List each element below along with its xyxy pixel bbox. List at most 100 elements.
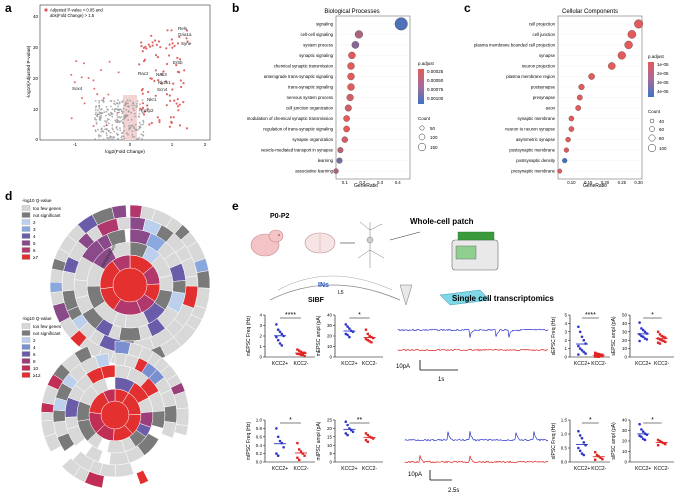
sunburst-segment — [94, 353, 110, 368]
volcano-point — [129, 124, 132, 127]
scalebar-time: 2.5s — [448, 488, 459, 494]
ytick-label: 30 — [622, 428, 628, 433]
panel-a-label: a — [5, 1, 12, 15]
volcano-point — [108, 139, 111, 141]
scatter-plot: 0 1 2 3 4 mEPSC Freq (Hz) KCC2+ KCC2- **** — [246, 312, 315, 367]
volcano-point — [122, 107, 125, 110]
xtick: 0.10 — [567, 180, 576, 185]
neuron-illustration — [357, 221, 385, 268]
legend-label: 6 — [33, 352, 36, 357]
sibf-label: SIBF — [308, 297, 325, 304]
panel-d-label: d — [5, 189, 12, 203]
volcano-point — [185, 127, 188, 130]
data-point — [577, 446, 580, 450]
y-axis-label: sEPSC Freq (Hz) — [551, 316, 557, 355]
ephys-traces — [397, 328, 549, 464]
scalebar-1: 10pA 1s — [396, 360, 458, 383]
term-dot — [351, 41, 360, 49]
gene-label: Scn4 — [157, 87, 168, 92]
xtick: 0.20 — [601, 180, 610, 185]
ytick-label: 0 — [329, 355, 332, 360]
volcano-point — [154, 54, 158, 57]
volcano-point — [141, 137, 143, 140]
data-point — [582, 441, 586, 444]
volcano-point — [110, 100, 113, 102]
ytick-label: 0.0 — [256, 460, 263, 465]
volcano-point — [134, 129, 137, 131]
volcano-point — [136, 129, 139, 131]
legend-label: ≥7 — [33, 255, 38, 260]
volcano-point — [111, 124, 114, 127]
data-point — [344, 420, 348, 424]
volcano-point — [171, 88, 174, 91]
sunburst-segment — [196, 270, 211, 289]
volcano-point — [95, 121, 98, 124]
term-dot — [568, 115, 575, 122]
volcano-point — [129, 126, 132, 129]
ytick-label: 4 — [259, 313, 262, 318]
term-dot — [578, 83, 585, 91]
ytick-label: 3 — [259, 323, 262, 328]
xtick: 0.25 — [618, 180, 627, 185]
volcano-point — [120, 116, 123, 118]
volcano-point — [168, 125, 171, 128]
volcano-point — [98, 101, 100, 104]
sunburst-segment — [135, 469, 149, 485]
term-label: synaptic signaling — [299, 53, 334, 58]
legend-swatch — [21, 219, 31, 225]
data-point — [344, 432, 348, 435]
ytick-label: 1.0 — [256, 418, 263, 423]
gene-label: Syne — [181, 41, 192, 46]
scatter-plot: 0.0 0.2 0.4 0.6 0.8 1.0 mIPSC Freq (Hz) KCC2+ KC… — [246, 417, 315, 472]
data-point — [580, 436, 584, 440]
volcano-point — [92, 125, 95, 127]
legend-label: 3 — [33, 227, 36, 232]
volcano-point — [151, 41, 154, 44]
volcano-point — [96, 93, 99, 96]
ytick-label: 0.0 — [561, 460, 568, 465]
volcano-point — [100, 130, 103, 133]
sunburst-core — [101, 401, 129, 429]
volcano-point — [178, 124, 182, 127]
volcano-point — [141, 102, 144, 105]
volcano-point — [164, 80, 167, 83]
volcano-point — [186, 40, 189, 43]
data-point — [594, 355, 597, 358]
volcano-point — [135, 106, 138, 108]
volcano-point — [133, 109, 136, 112]
legend-padj-tick: 2e-05 — [657, 71, 669, 76]
term-label: chemical synaptic transmission — [274, 63, 334, 68]
volcano-point — [154, 69, 157, 72]
data-point — [364, 328, 368, 331]
sunburst-segment — [40, 411, 54, 422]
data-point — [645, 338, 649, 341]
volcano-point — [127, 102, 129, 104]
data-point — [656, 444, 660, 447]
xtick: 0.3 — [377, 180, 384, 185]
sunburst-segment — [172, 280, 187, 294]
term-dot — [348, 51, 356, 60]
data-point — [660, 334, 663, 338]
legend-swatch — [21, 365, 31, 371]
gene-label: Nab3 — [156, 72, 167, 77]
y-axis-label: sEPSC ampl (pA) — [611, 316, 617, 356]
xtick: 0.15 — [584, 180, 593, 185]
term-label: postsynaptic density — [516, 158, 556, 163]
scatter-plot: 0.0 0.5 1.0 1.5 sIPSC Freq (Hz) KCC2+ KCC2- * — [551, 417, 610, 472]
ytick-label: 40 — [327, 313, 333, 318]
volcano-gene-labels: Reln Gria1a Syne Erbb Rac2 Nab3 Nk2k1 Sc… — [72, 26, 192, 113]
ytick-label: 50 — [622, 313, 628, 318]
data-point — [578, 330, 582, 334]
data-point — [599, 355, 602, 358]
volcano-point — [119, 116, 121, 119]
go-cc-dotplot: cell projection cell junction plasma membr… — [474, 15, 643, 185]
sunburst-core — [113, 268, 147, 302]
volcano-point — [140, 41, 143, 44]
data-point — [594, 351, 597, 354]
term-label: associative learning — [295, 169, 333, 174]
data-point — [299, 350, 303, 353]
term-dot — [343, 125, 350, 133]
sunburst-legend-1: -log10 Q-value too few genes not signific… — [21, 198, 62, 260]
volcano-point — [154, 94, 157, 97]
volcano-point — [112, 128, 114, 131]
